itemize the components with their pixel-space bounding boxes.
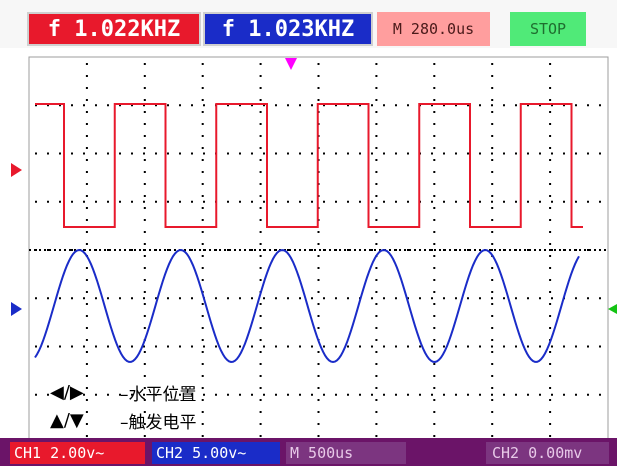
waveform-display [11, 56, 617, 438]
header-bar: f 1.022KHZ f 1.023KHZ M 280.0us STOP [0, 0, 617, 48]
left-right-arrow-icon: ◀/▶ [50, 382, 84, 403]
main-timebase-readout: M 500us [286, 442, 406, 464]
trigger-readout: CH2 0.00mv [486, 442, 609, 464]
run-stop-status[interactable]: STOP [510, 12, 586, 46]
horizontal-position-hint: ◀/▶ –水平位置 [50, 380, 197, 405]
timebase-readout: M 280.0us [377, 12, 490, 46]
up-down-arrow-icon: ▲/▼ [50, 410, 84, 431]
horizontal-position-label: –水平位置 [120, 385, 197, 405]
status-bar: CH1 2.00v~ CH2 5.00v~ M 500us CH2 0.00mv [0, 438, 617, 466]
ch2-level-marker-icon[interactable] [11, 302, 22, 316]
ch2-sine-waveform [34, 248, 580, 364]
ch1-level-marker-icon[interactable] [11, 163, 22, 177]
trigger-position-marker-icon[interactable] [285, 58, 297, 70]
graticule-grid [29, 63, 608, 437]
trigger-level-marker-icon[interactable] [608, 304, 617, 314]
ch1-frequency-readout: f 1.022KHZ [27, 12, 201, 46]
ch2-scale-readout: CH2 5.00v~ [152, 442, 280, 464]
ch1-scale-readout: CH1 2.00v~ [10, 442, 145, 464]
trigger-level-hint: ▲/▼ –触发电平 [50, 408, 197, 433]
ch1-square-waveform [35, 103, 583, 228]
ch2-frequency-readout: f 1.023KHZ [203, 12, 373, 46]
trigger-level-label: –触发电平 [120, 413, 197, 433]
